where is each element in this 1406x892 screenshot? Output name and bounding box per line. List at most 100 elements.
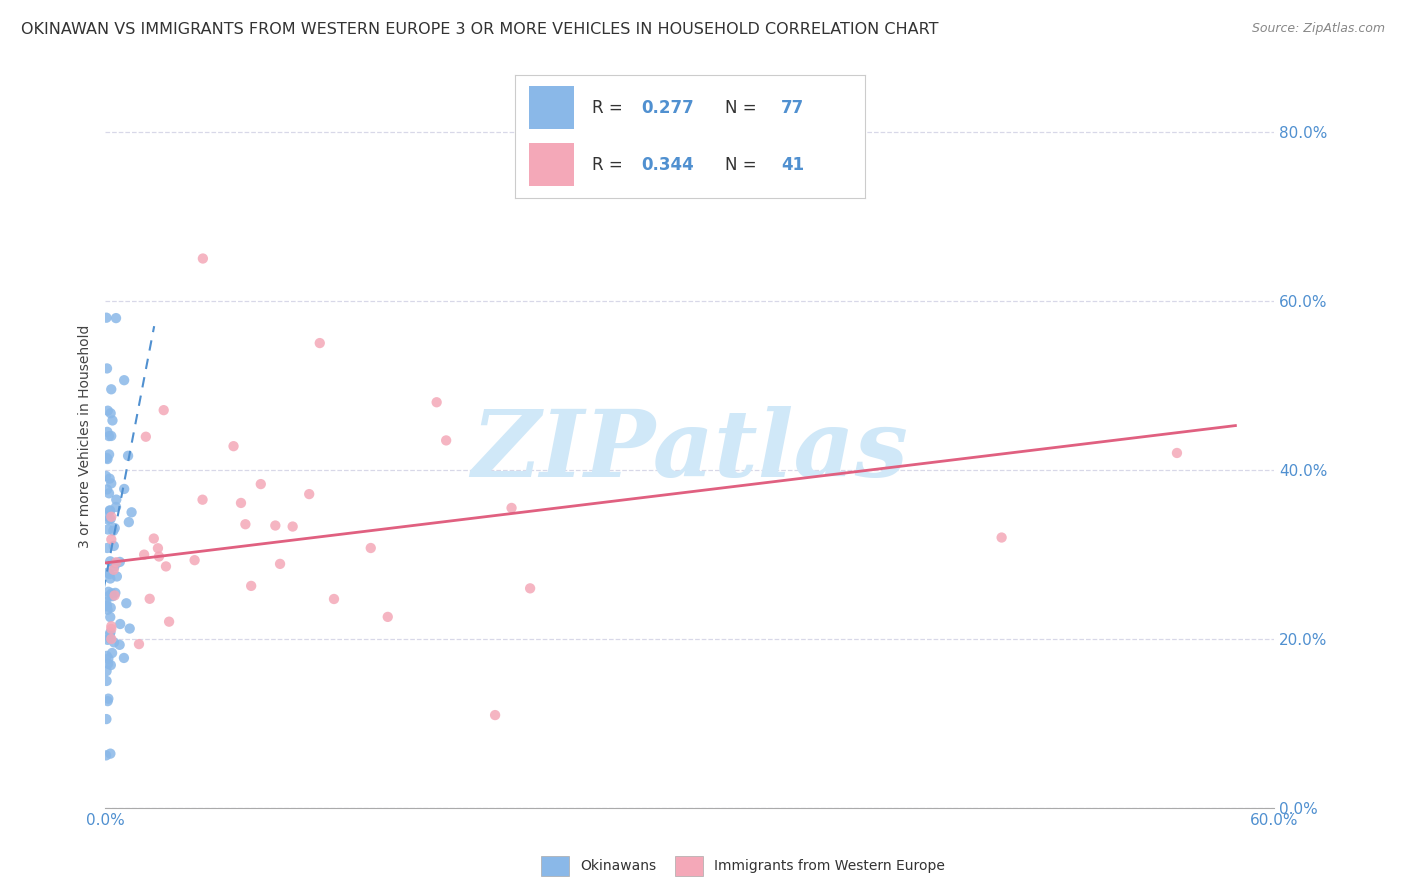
Point <box>103 563 125 577</box>
Point <box>98 472 121 486</box>
Point <box>100 533 122 547</box>
Point <box>108 638 131 652</box>
Point <box>308 336 330 351</box>
Point <box>96 566 118 580</box>
Point <box>100 382 122 396</box>
Point <box>98 572 121 586</box>
Point <box>100 619 122 633</box>
Point <box>97 694 120 708</box>
Point <box>100 406 122 420</box>
Point <box>155 559 177 574</box>
Point <box>103 559 125 574</box>
Point <box>377 610 399 624</box>
Point <box>94 508 117 523</box>
Point <box>105 492 128 507</box>
Point <box>97 513 120 527</box>
Point <box>142 532 165 546</box>
Point <box>249 477 271 491</box>
Point <box>105 569 128 583</box>
Text: Okinawans: Okinawans <box>581 859 657 873</box>
Y-axis label: 3 or more Vehicles in Household: 3 or more Vehicles in Household <box>79 325 93 548</box>
Point <box>1166 446 1188 460</box>
Point <box>100 600 122 615</box>
Point <box>183 553 205 567</box>
Point <box>97 632 120 647</box>
Point <box>103 635 125 649</box>
Point <box>323 592 346 607</box>
Point <box>103 524 125 538</box>
Point <box>298 487 321 501</box>
Point <box>360 541 382 555</box>
Point <box>96 712 118 726</box>
Point <box>97 523 120 537</box>
Point <box>112 373 135 387</box>
Point <box>96 599 118 613</box>
Point <box>108 555 131 569</box>
Point <box>96 452 118 467</box>
Point <box>97 691 120 706</box>
Point <box>96 599 118 613</box>
Point <box>104 557 127 571</box>
Point <box>96 648 118 663</box>
Point <box>112 651 135 665</box>
Text: Immigrants from Western Europe: Immigrants from Western Europe <box>714 859 945 873</box>
Point <box>103 539 125 553</box>
Point <box>108 617 131 632</box>
Point <box>115 596 138 610</box>
Point <box>501 500 523 515</box>
Point <box>426 395 449 409</box>
Point <box>191 492 214 507</box>
Point <box>96 310 118 325</box>
Point <box>96 541 118 555</box>
Point <box>96 425 118 439</box>
Point <box>100 747 122 761</box>
Point <box>117 449 139 463</box>
Point <box>138 591 160 606</box>
Point <box>105 311 128 326</box>
Point <box>222 439 245 453</box>
Point <box>264 518 287 533</box>
Point <box>96 483 118 497</box>
Point <box>100 632 122 646</box>
Point <box>98 610 121 624</box>
Point <box>146 541 169 556</box>
Point <box>100 658 122 673</box>
Point <box>105 555 128 569</box>
Point <box>434 434 457 448</box>
Point <box>96 450 118 465</box>
Point <box>105 500 128 514</box>
Point <box>98 632 121 646</box>
Point <box>104 521 127 535</box>
Point <box>269 557 291 571</box>
Point <box>94 469 117 483</box>
Point <box>112 482 135 496</box>
Point <box>98 627 121 641</box>
Point <box>98 429 121 443</box>
Point <box>990 531 1012 545</box>
Point <box>101 413 124 427</box>
Point <box>100 625 122 640</box>
Point <box>100 429 122 443</box>
Point <box>98 567 121 582</box>
Point <box>94 748 117 763</box>
Point <box>101 646 124 660</box>
Point <box>152 403 174 417</box>
Text: OKINAWAN VS IMMIGRANTS FROM WESTERN EUROPE 3 OR MORE VEHICLES IN HOUSEHOLD CORRE: OKINAWAN VS IMMIGRANTS FROM WESTERN EURO… <box>21 22 939 37</box>
Point <box>96 664 118 678</box>
Point <box>135 430 157 444</box>
Point <box>98 447 121 461</box>
Point <box>484 708 506 723</box>
Point <box>100 509 122 524</box>
Point <box>98 589 121 603</box>
Point <box>100 622 122 636</box>
Point <box>98 504 121 518</box>
Text: ZIPatlas: ZIPatlas <box>471 406 908 496</box>
Point <box>229 496 252 510</box>
Point <box>134 548 156 562</box>
Point <box>100 586 122 600</box>
Point <box>121 505 143 519</box>
Point <box>104 586 127 600</box>
Point <box>118 515 141 529</box>
Point <box>235 517 257 532</box>
Point <box>94 599 117 614</box>
